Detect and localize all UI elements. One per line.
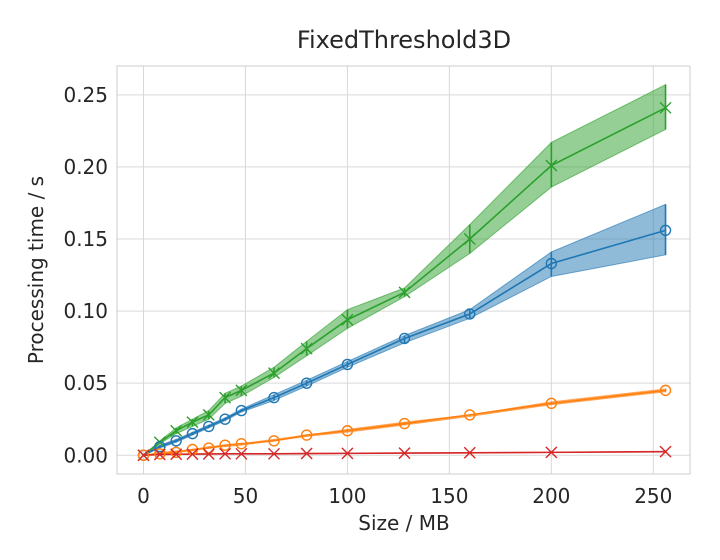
series-2-point bbox=[659, 384, 672, 397]
series-2-point bbox=[341, 425, 354, 437]
y-tick-label: 0.20 bbox=[63, 155, 108, 179]
series-2-point bbox=[300, 429, 313, 441]
series-1-point bbox=[268, 391, 280, 404]
series-3-point bbox=[219, 447, 232, 460]
series-2-point bbox=[170, 446, 182, 459]
series-3-point bbox=[268, 447, 281, 460]
x-tick-label: 200 bbox=[532, 484, 570, 508]
series-3-point bbox=[137, 449, 150, 462]
series-1-point bbox=[203, 420, 215, 433]
series-1-point bbox=[659, 224, 672, 237]
x-tick-label: 50 bbox=[233, 484, 258, 508]
x-tick-label: 250 bbox=[634, 484, 672, 508]
series-0-point bbox=[235, 384, 248, 397]
series-2-point bbox=[154, 448, 166, 460]
x-tick-labels: 0 50 100 150 200 250 bbox=[137, 484, 672, 508]
y-tick-label: 0.10 bbox=[63, 299, 108, 323]
y-tick-label: 0.00 bbox=[63, 443, 108, 467]
series-3-point bbox=[463, 446, 476, 459]
series-3-point bbox=[202, 447, 215, 460]
series-1-point bbox=[545, 257, 558, 270]
series-0-line bbox=[143, 107, 666, 456]
series-3-point bbox=[170, 448, 183, 461]
series-1-point bbox=[170, 435, 182, 447]
series-2-point bbox=[464, 409, 476, 421]
series-3-point bbox=[300, 447, 313, 460]
series-3-line bbox=[143, 450, 666, 457]
series-0-point bbox=[170, 424, 183, 437]
series-0-point bbox=[463, 233, 476, 245]
series-0-point bbox=[219, 391, 232, 404]
series-3-point bbox=[545, 446, 558, 459]
series-1-point bbox=[464, 308, 476, 320]
series-0-point bbox=[186, 416, 199, 429]
x-axis-label: Size / MB bbox=[358, 511, 449, 535]
y-tick-label: 0.25 bbox=[63, 83, 108, 107]
series-0-point bbox=[545, 159, 558, 172]
series-0-point bbox=[659, 101, 672, 114]
plot-frame bbox=[116, 65, 691, 475]
series-2-point bbox=[398, 417, 411, 430]
series-3-point bbox=[235, 447, 248, 460]
series-1-point bbox=[154, 440, 166, 453]
series-3-point bbox=[186, 448, 199, 461]
series-2-point bbox=[235, 438, 248, 450]
series-2-point bbox=[545, 397, 558, 410]
markers bbox=[137, 84, 672, 462]
x-tick-label: 100 bbox=[328, 484, 366, 508]
series-0-point bbox=[341, 313, 354, 326]
series-0-point bbox=[300, 342, 313, 355]
series-3-point bbox=[153, 448, 166, 461]
y-tick-labels: 0.00 0.05 0.10 0.15 0.20 0.25 bbox=[63, 83, 108, 467]
series-0-point bbox=[268, 367, 281, 380]
series-1-point bbox=[341, 358, 354, 371]
series-1-point bbox=[300, 377, 313, 389]
series-0-point bbox=[398, 286, 411, 299]
y-tick-label: 0.15 bbox=[63, 227, 108, 251]
y-axis-label: Processing time / s bbox=[24, 176, 48, 364]
series-1-point bbox=[398, 332, 411, 345]
series-2-point bbox=[219, 439, 231, 451]
series-1-point bbox=[186, 427, 199, 440]
y-tick-label: 0.05 bbox=[63, 371, 108, 395]
series-3-point bbox=[398, 447, 411, 460]
series-2-point bbox=[268, 435, 280, 447]
series-3-point bbox=[659, 445, 672, 458]
x-tick-label: 0 bbox=[137, 484, 150, 508]
series-3-point bbox=[341, 447, 354, 460]
series-1-point bbox=[219, 413, 231, 425]
series-1-point bbox=[235, 404, 248, 417]
x-tick-label: 150 bbox=[430, 484, 468, 508]
series-0-point bbox=[202, 408, 215, 421]
series-2-point bbox=[137, 449, 150, 461]
series-1-band bbox=[143, 203, 667, 456]
chart-title: FixedThreshold3D bbox=[297, 26, 511, 54]
series-1-line bbox=[143, 229, 666, 456]
